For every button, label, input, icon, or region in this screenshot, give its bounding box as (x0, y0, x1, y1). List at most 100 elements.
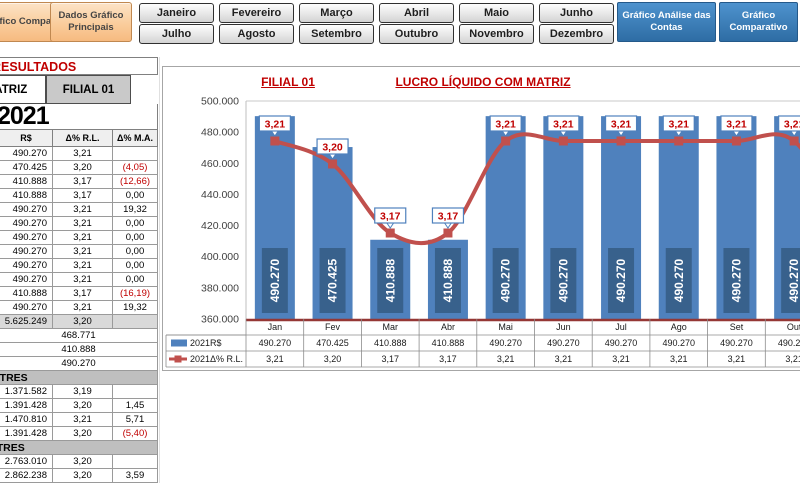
line-value-callout: 3,21 (265, 119, 286, 131)
table-line-value: 3,21 (612, 354, 630, 364)
bar-label-band (377, 248, 404, 313)
month-row-7: 490.270 3,21 0,00 (0, 231, 158, 245)
quarter-row-1-c3 (113, 385, 158, 399)
month-row-3-c1: 410.888 (0, 175, 53, 189)
month-row-10-c3: 0,00 (113, 273, 158, 287)
callout-box (547, 115, 580, 132)
bar-value-label: 470.425 (326, 258, 340, 302)
month-button-agosto[interactable]: Agosto (219, 24, 294, 44)
col-header-delta-rl: Δ% R.L. (53, 130, 113, 147)
table-bar-value: 410.888 (432, 338, 465, 348)
total-row-c1: 5.625.249 (0, 315, 53, 329)
quarter-row-3-c3: 5,71 (113, 413, 158, 427)
month-row-5: 490.270 3,21 19,32 (0, 203, 158, 217)
col-header-delta-ma: Δ% M.A. (113, 130, 158, 147)
quarters-section-header: TRIMESTRES (0, 371, 158, 385)
month-row-9-c3: 0,00 (113, 259, 158, 273)
month-row-6-c1: 490.270 (0, 217, 53, 231)
table-bar-value: 490.270 (489, 338, 522, 348)
semester-row-2-c3: 3,59 (113, 469, 158, 483)
line-value-callout: 3,21 (553, 119, 574, 131)
line-value-callout: 3,21 (669, 119, 690, 131)
bar-value-label: 490.270 (672, 258, 686, 302)
month-row-2-c2: 3,20 (53, 161, 113, 175)
month-row-9: 490.270 3,21 0,00 (0, 259, 158, 273)
month-button-abril[interactable]: Abril (379, 3, 454, 23)
quarter-row-1: 1.371.582 3,19 (0, 385, 158, 399)
line-marker (328, 159, 338, 169)
table-bar-value: 490.270 (259, 338, 292, 348)
month-row-2-c1: 470.425 (0, 161, 53, 175)
table-bar-value: 490.270 (720, 338, 753, 348)
callout-box (431, 207, 465, 224)
x-category-label: Set (730, 322, 744, 332)
semester-row-1-c1: 2.763.010 (0, 455, 53, 469)
callout-box (662, 115, 695, 132)
month-row-3-c3: (12,66) (113, 175, 158, 189)
y-tick-label: 360.000 (201, 314, 239, 326)
panel-tabs: MATRIZ FILIAL 01 (0, 75, 158, 104)
month-row-9-c2: 3,21 (53, 259, 113, 273)
callout-box (374, 207, 407, 224)
month-row-4-c1: 410.888 (0, 189, 53, 203)
line-series (274, 132, 800, 246)
table-bar-value: 470.425 (316, 338, 349, 348)
y-tick-label: 380.000 (201, 282, 239, 294)
x-category-label: Jun (556, 322, 571, 332)
month-row-3-c2: 3,17 (53, 175, 113, 189)
year-label: 2021 (0, 104, 158, 129)
bar-value-label: 410.888 (383, 258, 397, 302)
y-tick-label: 500.000 (201, 96, 239, 108)
tab-filial-01[interactable]: FILIAL 01 (46, 75, 131, 104)
month-button-julho[interactable]: Julho (139, 24, 214, 44)
results-title: RESULTADOS (0, 57, 158, 75)
month-button-outubro[interactable]: Outubro (379, 24, 454, 44)
month-row-8-c2: 3,21 (53, 245, 113, 259)
tab-matriz[interactable]: MATRIZ (0, 75, 46, 104)
total-row-c3 (113, 315, 158, 329)
line-marker (385, 228, 395, 238)
quarter-row-2: 1.391.428 3,20 1,45 (0, 399, 158, 413)
line-value-callout: 3,17 (438, 211, 459, 223)
month-row-4-c3: 0,00 (113, 189, 158, 203)
dados-grafico-principais-button[interactable]: Dados Gráfico Principais (50, 2, 132, 42)
month-row-10-c1: 490.270 (0, 273, 53, 287)
line-value-callout: 3,21 (784, 119, 800, 131)
month-button-maio[interactable]: Maio (459, 3, 534, 23)
month-row-12-c1: 490.270 (0, 301, 53, 315)
legend-bar-label: 2021R$ (190, 338, 222, 348)
month-button-fevereiro[interactable]: Fevereiro (219, 3, 294, 23)
month-row-8: 490.270 3,21 0,00 (0, 245, 158, 259)
line-value-callout: 3,20 (322, 142, 343, 154)
month-row-12-c2: 3,21 (53, 301, 113, 315)
line-marker (674, 136, 684, 146)
legend-line-marker (174, 355, 182, 363)
table-line-value: 3,21 (785, 354, 800, 364)
month-row-2: 470.425 3,20 (4,05) (0, 161, 158, 175)
month-button-março[interactable]: Março (299, 3, 374, 23)
month-row-8-c1: 490.270 (0, 245, 53, 259)
quarter-row-3-c1: 1.470.810 (0, 413, 53, 427)
x-category-label: Jan (268, 322, 283, 332)
month-button-dezembro[interactable]: Dezembro (539, 24, 614, 44)
x-category-label: Out (787, 322, 800, 332)
month-row-7-c3: 0,00 (113, 231, 158, 245)
month-button-junho[interactable]: Junho (539, 3, 614, 23)
col-header-rs: R$ (0, 130, 53, 147)
month-button-setembro[interactable]: Setembro (299, 24, 374, 44)
quarter-row-1-c2: 3,19 (53, 385, 113, 399)
month-row-4-c2: 3,17 (53, 189, 113, 203)
grafico-analise-contas-button[interactable]: Gráfico Análise das Contas (617, 2, 716, 42)
tab-filial-01-label: FILIAL 01 (62, 83, 115, 96)
callout-box (489, 115, 522, 132)
month-row-11-c1: 410.888 (0, 287, 53, 301)
month-row-6: 490.270 3,21 0,00 (0, 217, 158, 231)
bar-value-label: 490.270 (268, 258, 282, 302)
grafico-comparativo-blue-button[interactable]: Gráfico Comparativo (719, 2, 798, 42)
month-button-novembro[interactable]: Novembro (459, 24, 534, 44)
month-row-5-c3: 19,32 (113, 203, 158, 217)
month-row-8-c3: 0,00 (113, 245, 158, 259)
month-button-janeiro[interactable]: Janeiro (139, 3, 214, 23)
quarter-row-4-c3: (5,40) (113, 427, 158, 441)
quarter-row-3: 1.470.810 3,21 5,71 (0, 413, 158, 427)
